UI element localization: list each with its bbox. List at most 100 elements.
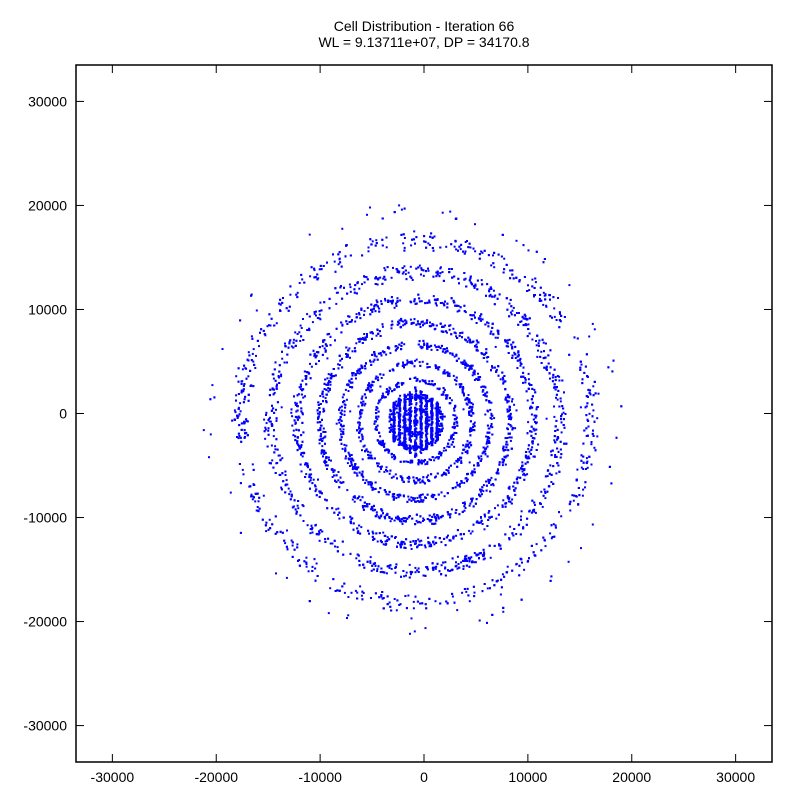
data-point bbox=[324, 464, 327, 467]
data-point bbox=[237, 432, 240, 435]
data-point bbox=[274, 379, 277, 382]
data-point bbox=[458, 245, 461, 248]
data-point bbox=[379, 276, 382, 279]
data-point bbox=[544, 545, 547, 548]
data-point bbox=[586, 466, 589, 469]
data-point bbox=[561, 413, 563, 416]
data-point bbox=[453, 423, 456, 426]
data-point bbox=[380, 300, 383, 303]
data-point bbox=[417, 461, 420, 464]
data-point bbox=[338, 364, 341, 366]
data-point bbox=[315, 562, 318, 565]
data-point bbox=[592, 409, 595, 412]
data-point bbox=[461, 331, 464, 334]
data-point bbox=[444, 567, 447, 570]
data-point bbox=[405, 443, 408, 446]
data-point bbox=[371, 389, 374, 392]
data-point bbox=[507, 400, 510, 403]
data-point bbox=[488, 510, 491, 513]
data-point bbox=[391, 493, 394, 496]
data-point bbox=[444, 544, 447, 547]
data-point bbox=[371, 332, 374, 335]
data-point bbox=[338, 517, 341, 520]
data-point bbox=[484, 515, 486, 518]
data-point bbox=[349, 356, 351, 359]
data-point bbox=[379, 385, 382, 388]
data-point bbox=[395, 497, 398, 500]
data-point bbox=[535, 344, 538, 347]
data-point bbox=[416, 396, 418, 399]
data-point bbox=[306, 466, 309, 469]
data-point bbox=[460, 561, 463, 564]
data-point bbox=[346, 489, 349, 492]
data-point bbox=[468, 398, 471, 401]
data-point bbox=[415, 519, 418, 522]
data-point bbox=[363, 365, 366, 367]
data-point bbox=[324, 349, 327, 352]
data-point bbox=[250, 493, 253, 496]
data-point bbox=[396, 494, 399, 497]
data-point bbox=[477, 372, 479, 375]
data-point bbox=[259, 331, 261, 334]
data-point bbox=[527, 249, 530, 252]
data-point bbox=[326, 507, 329, 510]
data-point bbox=[341, 396, 344, 399]
data-point bbox=[264, 334, 267, 337]
data-point bbox=[509, 277, 512, 280]
data-point bbox=[434, 498, 437, 501]
data-point bbox=[390, 327, 393, 330]
data-point bbox=[497, 331, 500, 334]
data-point bbox=[271, 387, 274, 390]
data-point bbox=[322, 407, 325, 410]
data-point bbox=[493, 266, 496, 269]
data-point bbox=[532, 509, 535, 512]
data-point bbox=[390, 476, 393, 479]
data-point bbox=[418, 361, 421, 364]
data-point bbox=[391, 320, 394, 323]
data-point bbox=[266, 325, 269, 328]
data-point bbox=[287, 487, 290, 490]
data-point bbox=[448, 513, 451, 516]
data-point bbox=[425, 607, 428, 610]
data-point bbox=[470, 500, 473, 503]
data-point bbox=[521, 461, 524, 464]
data-point bbox=[427, 479, 430, 482]
data-point bbox=[383, 275, 386, 278]
data-point bbox=[508, 416, 511, 419]
data-point bbox=[351, 350, 354, 353]
data-point bbox=[398, 385, 400, 388]
data-point bbox=[378, 310, 381, 313]
data-point bbox=[480, 552, 482, 555]
data-point bbox=[399, 460, 402, 463]
data-point bbox=[383, 470, 386, 473]
data-point bbox=[516, 367, 519, 369]
data-point bbox=[353, 347, 356, 350]
data-point bbox=[365, 449, 368, 452]
data-point bbox=[559, 440, 562, 443]
data-point bbox=[363, 404, 366, 407]
data-point bbox=[285, 479, 288, 482]
data-point bbox=[358, 340, 361, 343]
data-point bbox=[585, 457, 588, 460]
data-point bbox=[435, 366, 438, 369]
data-point bbox=[515, 533, 518, 535]
data-point bbox=[472, 403, 474, 406]
data-point bbox=[321, 492, 323, 495]
data-point bbox=[340, 436, 343, 439]
data-point bbox=[349, 386, 352, 388]
data-point bbox=[469, 275, 472, 278]
data-point bbox=[534, 432, 537, 435]
data-point bbox=[304, 476, 307, 478]
data-point bbox=[515, 562, 518, 565]
data-point bbox=[345, 455, 347, 458]
data-point bbox=[394, 473, 397, 476]
data-point bbox=[313, 267, 316, 270]
data-point bbox=[327, 381, 330, 384]
data-point bbox=[393, 458, 396, 461]
data-point bbox=[468, 461, 471, 464]
data-point bbox=[296, 291, 299, 294]
data-point bbox=[282, 480, 285, 483]
data-point bbox=[317, 415, 320, 418]
data-point bbox=[208, 456, 210, 459]
data-point bbox=[267, 429, 270, 432]
